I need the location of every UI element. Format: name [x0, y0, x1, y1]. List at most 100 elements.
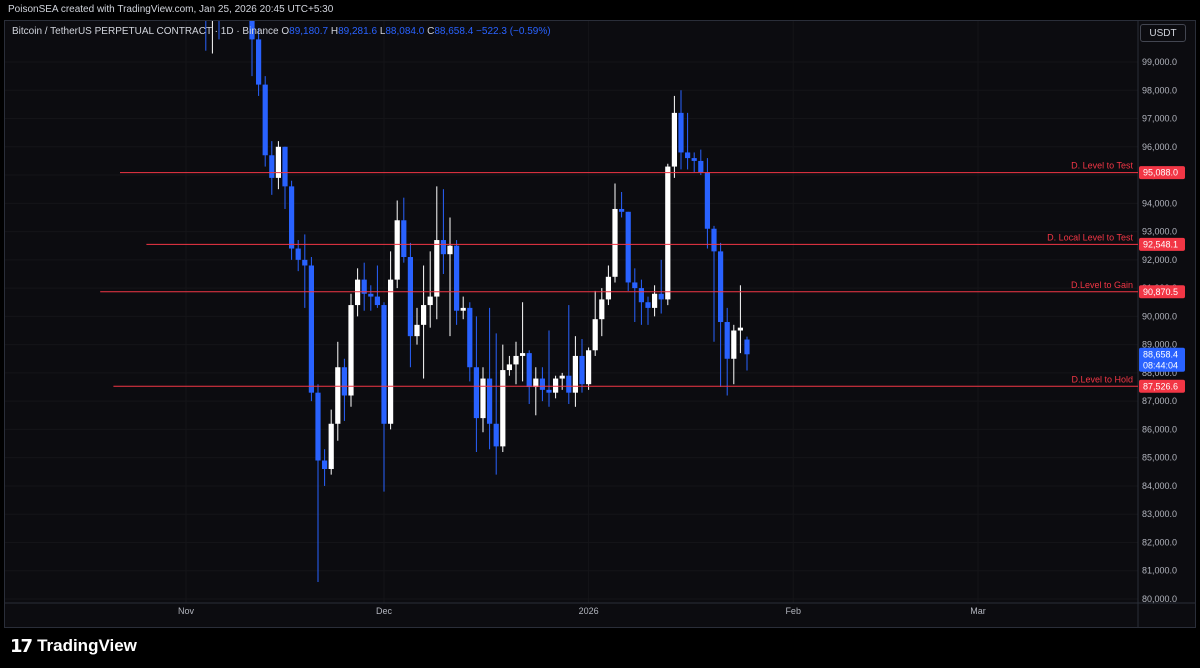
- candle-body: [322, 460, 328, 469]
- x-tick-label: Dec: [376, 606, 393, 616]
- y-tick-label: 84,000.0: [1142, 481, 1177, 491]
- candle: [632, 268, 638, 323]
- candle: [355, 268, 361, 317]
- candle: [533, 367, 539, 416]
- currency-button[interactable]: USDT: [1140, 24, 1186, 42]
- candle-body: [718, 251, 724, 323]
- candle: [427, 251, 433, 328]
- candle-body: [592, 319, 598, 351]
- tradingview-logo[interactable]: 17 TradingView: [10, 636, 137, 657]
- candle-body: [506, 364, 512, 371]
- candle: [592, 290, 598, 356]
- candle-body: [632, 282, 638, 289]
- candle: [652, 285, 658, 317]
- level-price-label: 95,088.0: [1143, 168, 1178, 178]
- candle-body: [658, 293, 664, 300]
- candle-body: [335, 367, 341, 424]
- candle: [473, 316, 479, 453]
- candle-body: [526, 353, 532, 388]
- candle: [275, 141, 281, 190]
- candle: [335, 341, 341, 441]
- level-price-label: 87,526.6: [1143, 381, 1178, 391]
- candle: [218, 21, 220, 40]
- candle: [579, 338, 585, 393]
- candle-body: [374, 296, 380, 306]
- candle: [414, 307, 420, 345]
- candle-body: [559, 375, 565, 379]
- candle: [374, 265, 380, 308]
- candle-body: [572, 355, 578, 393]
- candle: [737, 285, 743, 354]
- high-value: 89,281.6: [338, 26, 378, 37]
- candle-body: [295, 248, 301, 260]
- candle-body: [302, 259, 308, 266]
- last-price-label: 88,658.4: [1143, 349, 1178, 359]
- candle: [572, 336, 578, 407]
- candle-body: [645, 302, 651, 308]
- y-tick-label: 94,000.0: [1142, 198, 1177, 208]
- x-tick-label: Mar: [970, 606, 986, 616]
- candle: [368, 285, 374, 311]
- candle: [262, 76, 268, 167]
- candle-body: [724, 322, 730, 359]
- countdown-label: 08:44:04: [1143, 360, 1178, 370]
- candle-body: [460, 307, 466, 311]
- candle: [454, 240, 460, 325]
- chart-pane[interactable]: [4, 20, 1196, 628]
- candle-body: [269, 155, 275, 178]
- candle-body: [421, 305, 427, 325]
- candlestick-chart[interactable]: 80,000.0 81,000.0 82,000.0 83,000.0 84,000.0…: [0, 0, 1200, 628]
- candle: [731, 324, 737, 385]
- candle: [249, 21, 255, 77]
- candle: [658, 259, 664, 314]
- candle-body: [619, 208, 625, 212]
- y-tick-label: 98,000.0: [1142, 85, 1177, 95]
- candle: [586, 347, 592, 390]
- candle: [328, 409, 334, 475]
- y-tick-label: 96,000.0: [1142, 142, 1177, 152]
- low-label: L: [379, 26, 386, 37]
- y-tick-label: 86,000.0: [1142, 424, 1177, 434]
- candle-body: [625, 211, 631, 283]
- candle: [361, 262, 367, 311]
- author-line: PoisonSEA created with TradingView.com, …: [0, 0, 1200, 20]
- change-value: −522.3 (−0.59%): [476, 26, 551, 37]
- candle: [645, 296, 651, 325]
- candle: [322, 449, 328, 486]
- candle-body: [678, 112, 684, 153]
- candle: [605, 265, 611, 306]
- symbol-title[interactable]: Bitcoin / TetherUS PERPETUAL CONTRACT · …: [12, 26, 279, 37]
- level-name: D. Local Level to Test: [1047, 232, 1133, 242]
- candle-body: [289, 186, 295, 249]
- level-price-label: 90,870.5: [1143, 287, 1178, 297]
- candle-body: [315, 392, 321, 461]
- y-tick-label: 85,000.0: [1142, 453, 1177, 463]
- candle: [718, 242, 724, 388]
- candle-body: [566, 375, 572, 393]
- candle: [500, 344, 506, 453]
- candle-body: [711, 228, 717, 252]
- candle: [553, 375, 559, 399]
- candle-body: [388, 279, 394, 424]
- candle-body: [737, 327, 743, 331]
- candle: [539, 367, 545, 402]
- level-price-tag: [1139, 285, 1185, 299]
- high-label: H: [330, 26, 339, 37]
- candle: [487, 307, 493, 450]
- candle-body: [493, 423, 499, 447]
- candle-body: [355, 279, 361, 306]
- candle: [480, 367, 486, 433]
- candle: [744, 336, 750, 371]
- candle-body: [520, 353, 526, 356]
- x-tick-label: Nov: [178, 606, 195, 616]
- candle-body: [665, 166, 671, 300]
- candle-body: [454, 245, 460, 311]
- level-price-tag: [1139, 379, 1185, 393]
- candle: [711, 225, 717, 342]
- candle-body: [282, 146, 288, 187]
- candle-body: [341, 367, 347, 396]
- candle: [724, 307, 730, 396]
- symbol-legend: Bitcoin / TetherUS PERPETUAL CONTRACT · …: [12, 26, 551, 38]
- candle-body: [440, 240, 446, 255]
- candle-body: [414, 324, 420, 337]
